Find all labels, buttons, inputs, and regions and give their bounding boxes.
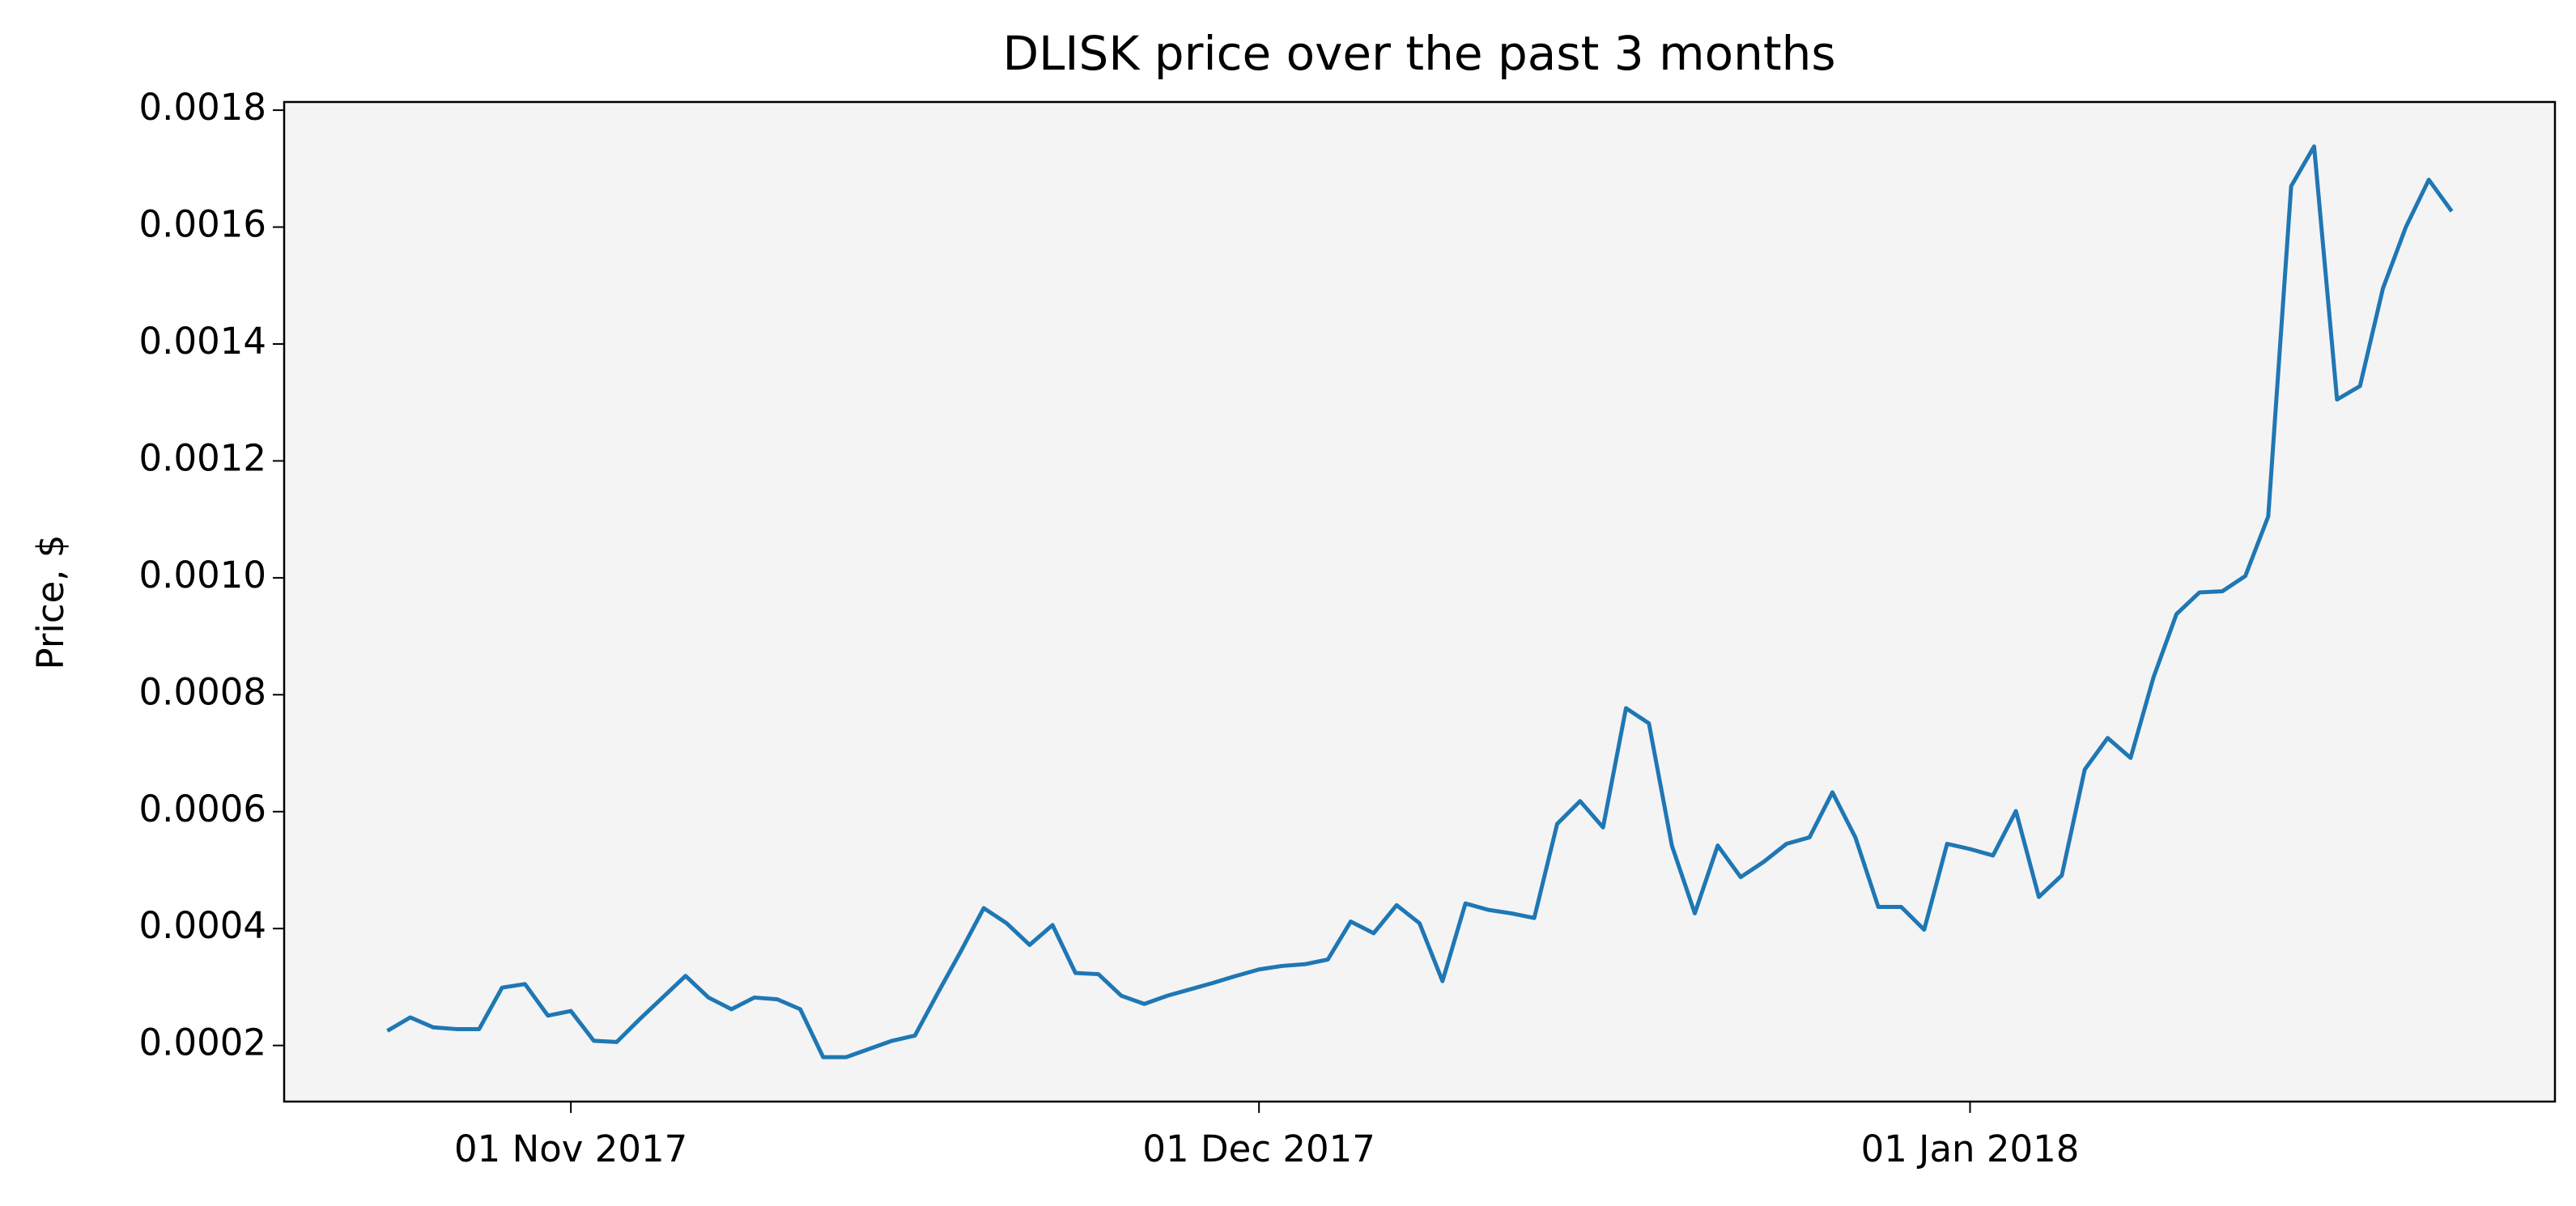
- x-tick-label: 01 Nov 2017: [454, 1127, 687, 1170]
- x-tick-label: 01 Jan 2018: [1861, 1127, 2080, 1170]
- y-tick-label: 0.0014: [139, 320, 266, 363]
- y-tick-label: 0.0010: [139, 554, 266, 597]
- y-tick-label: 0.0002: [139, 1021, 266, 1064]
- x-tick-label: 01 Dec 2017: [1142, 1127, 1375, 1170]
- y-tick-label: 0.0018: [139, 86, 266, 129]
- y-tick-label: 0.0008: [139, 670, 266, 713]
- y-tick-label: 0.0016: [139, 203, 266, 246]
- y-tick-label: 0.0006: [139, 788, 266, 830]
- plot-background: [284, 102, 2555, 1102]
- y-tick-label: 0.0004: [139, 904, 266, 947]
- y-tick-label: 0.0012: [139, 436, 266, 479]
- chart-title: DLISK price over the past 3 months: [1002, 26, 1835, 81]
- plot-frame: [283, 100, 2557, 1103]
- price-line: [386, 144, 2454, 1059]
- y-axis-label: Price, $: [29, 534, 72, 669]
